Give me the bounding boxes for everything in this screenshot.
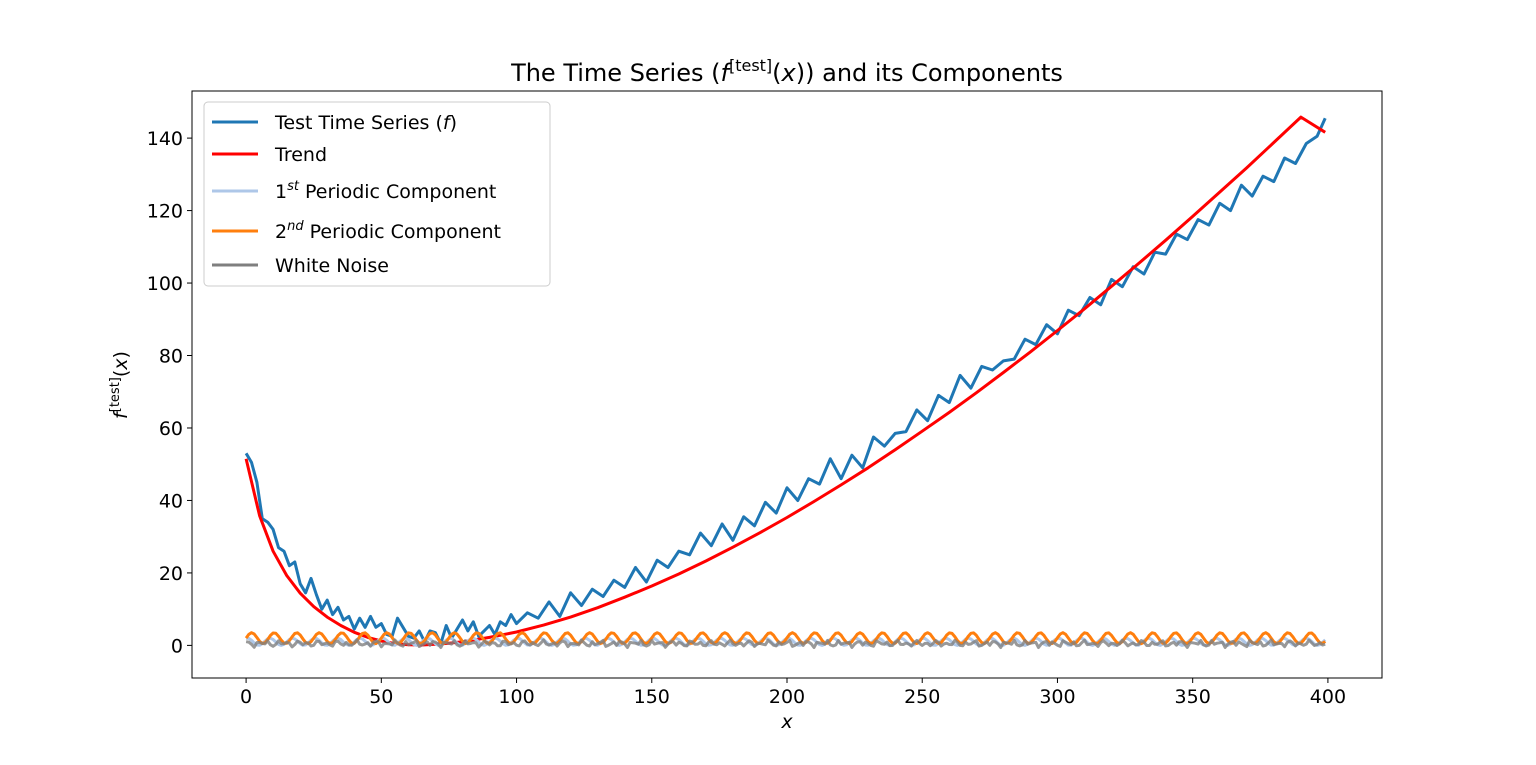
chart-title-open: ( — [772, 59, 781, 87]
legend-label-p2-sup: nd — [287, 219, 304, 234]
y-axis-label-f: f — [110, 409, 132, 419]
x-tick-label: 250 — [904, 686, 940, 708]
y-tick-label: 0 — [171, 635, 183, 657]
legend-frame — [203, 101, 551, 287]
legend-label-noise: White Noise — [275, 255, 389, 277]
chart-title-post: )) and its Components — [796, 59, 1063, 87]
y-tick-label: 20 — [159, 563, 183, 585]
x-tick-label: 0 — [240, 686, 252, 708]
x-tick-label: 150 — [634, 686, 670, 708]
x-axis-label: x — [780, 711, 793, 733]
y-axis-label-sup: [test] — [108, 377, 123, 412]
chart-title: The Time Series (f[test](x)) and its Com… — [510, 56, 1063, 87]
plot-frame — [191, 90, 1383, 679]
series-noise-line — [245, 638, 1326, 649]
x-tick-label: 50 — [369, 686, 393, 708]
legend-label-test: Test Time Series (f) — [274, 112, 457, 134]
legend-label-test-after: ) — [450, 112, 457, 134]
series-trend-line — [244, 115, 1326, 647]
y-tick-label: 100 — [147, 273, 183, 295]
series-test-line — [244, 117, 1327, 646]
y-tick-label: 60 — [159, 418, 183, 440]
legend-label-trend: Trend — [274, 144, 327, 166]
x-tick-label: 200 — [769, 686, 805, 708]
legend-label-p2-pre: 2 — [275, 221, 287, 243]
axes: 0 50 100 150 200 250 300 350 400 0 20 40 60 80 100 120 1… — [147, 128, 1346, 708]
y-tick-label: 140 — [147, 128, 183, 150]
legend-label-test-f: f — [443, 112, 453, 134]
x-tick-label: 100 — [498, 686, 534, 708]
legend-label-p2: 2nd Periodic Component — [275, 219, 501, 243]
x-tick-label: 300 — [1039, 686, 1075, 708]
y-tick-label: 40 — [159, 490, 183, 512]
chart-title-x: x — [781, 59, 797, 87]
y-axis-label: f[test](x) — [108, 351, 132, 419]
legend-label-p1-sup: st — [287, 179, 300, 194]
y-axis-label-open: ( — [110, 370, 132, 377]
y-tick-label: 120 — [147, 201, 183, 223]
legend-label-test-text: Test Time Series ( — [274, 112, 443, 134]
y-tick-label: 80 — [159, 346, 183, 368]
y-axis-label-x: x — [110, 358, 132, 371]
legend-label-p1: 1st Periodic Component — [275, 179, 496, 203]
series-p2-line — [244, 631, 1327, 646]
chart-title-pre: The Time Series ( — [510, 59, 720, 87]
x-tick-label: 400 — [1310, 686, 1346, 708]
legend: Test Time Series (f) Trend 1st Periodic … — [203, 101, 551, 287]
y-axis-label-close: ) — [110, 351, 132, 358]
x-tick-label: 350 — [1175, 686, 1211, 708]
legend-label-p2-text: Periodic Component — [304, 221, 501, 243]
legend-label-p1-text: Periodic Component — [299, 181, 496, 203]
legend-label-p1-pre: 1 — [275, 181, 287, 203]
plot-area — [191, 90, 1383, 679]
chart-title-sup: [test] — [729, 56, 772, 75]
